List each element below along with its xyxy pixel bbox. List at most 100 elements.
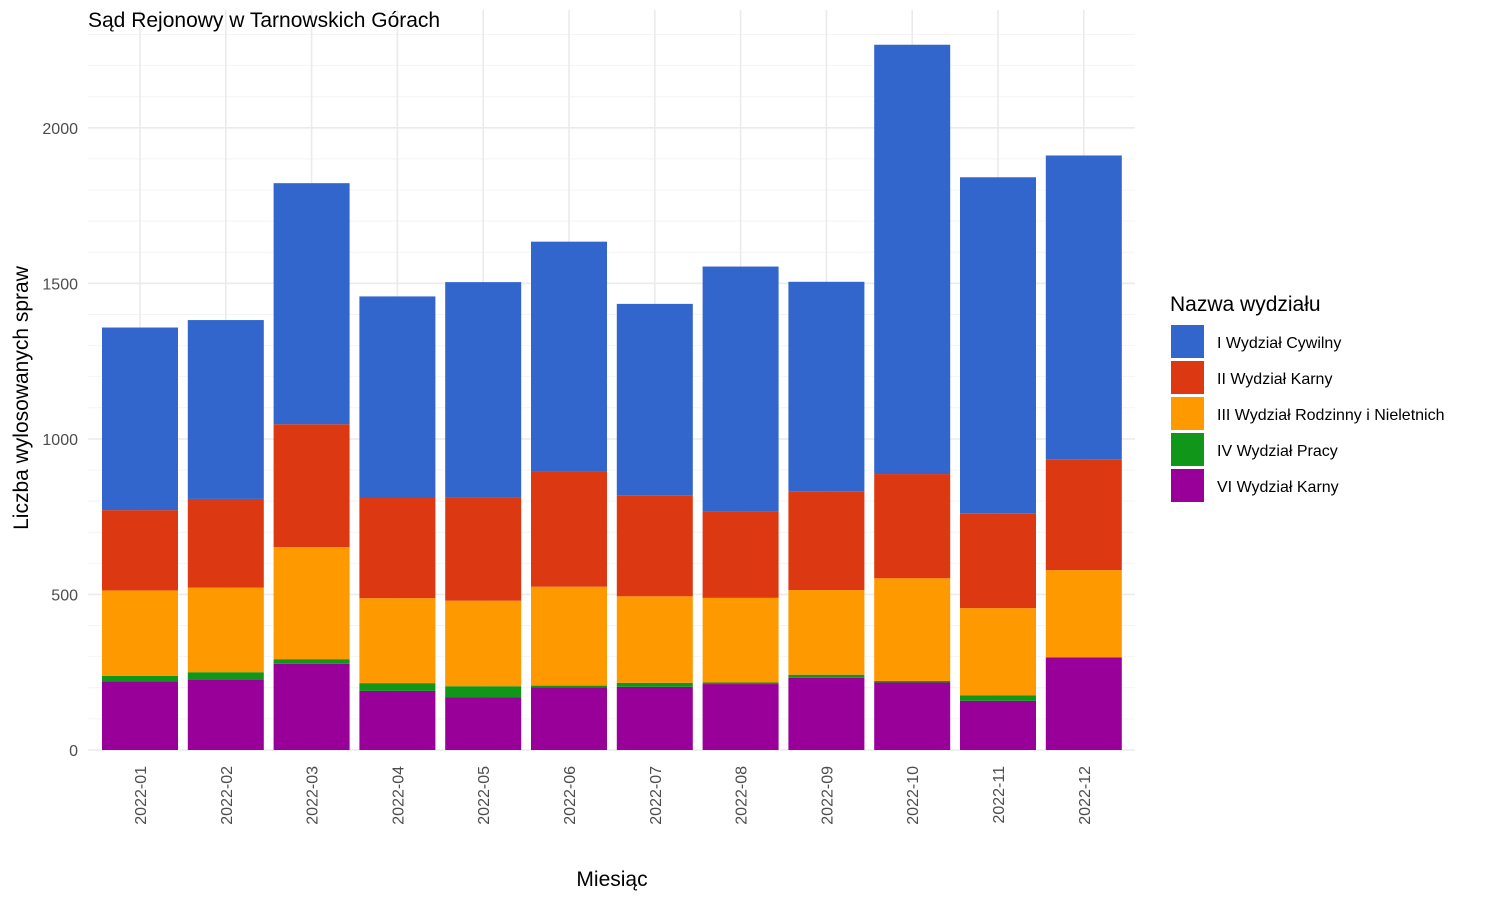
legend-swatch (1171, 433, 1204, 466)
bar-segment: I Wydział Cywilny — 2022-09: 673 (788, 281, 865, 492)
legend-swatch (1171, 397, 1204, 430)
x-tick-label: 2022-05 (476, 766, 493, 825)
x-tick-label: 2022-11 (991, 766, 1008, 824)
bar-stack-2022-07: VI Wydział Karny — 2022-07: 203IV Wydzia… (616, 303, 693, 750)
bar-segment: II Wydział Karny — 2022-11: 305 (960, 513, 1036, 609)
x-tick-label: 2022-09 (819, 766, 836, 825)
bar-segment: IV Wydział Pracy — 2022-02: 25 (187, 672, 264, 681)
x-tick-label: 2022-10 (905, 766, 922, 825)
x-tick-label: 2022-02 (219, 766, 236, 825)
legend-swatch (1171, 361, 1204, 394)
legend-label: IV Wydział Pracy (1217, 443, 1338, 460)
y-axis-title: Liczba wylosowanych spraw (10, 265, 33, 530)
bar-segment: I Wydział Cywilny — 2022-03: 775 (273, 183, 350, 425)
axes: 0 500 1000 1500 2000 2022-01 2022-02 2022-03 202… (42, 121, 1093, 825)
y-tick-label: 1500 (42, 276, 78, 293)
bar-segment: II Wydział Karny — 2022-01: 258 (102, 510, 178, 591)
bar-segment: IV Wydział Pracy — 2022-10: 5 (874, 680, 951, 683)
legend-swatch (1171, 469, 1204, 502)
bar-segment: III Wydział Rodzinny i Nieletnich — 2022… (788, 590, 865, 675)
bar-segment: VI Wydział Karny — 2022-08: 212 (702, 684, 779, 750)
chart-title: Sąd Rejonowy w Tarnowskich Górach (88, 9, 440, 32)
bar-segment: II Wydział Karny — 2022-12: 355 (1045, 459, 1122, 571)
x-tick-label: 2022-03 (305, 766, 322, 825)
bar-segment: VI Wydział Karny — 2022-03: 277 (273, 663, 350, 750)
bar-segment: VI Wydział Karny — 2022-04: 190 (359, 690, 436, 750)
bar-segment: II Wydział Karny — 2022-09: 318 (788, 491, 865, 591)
bar-stack-2022-11: VI Wydział Karny — 2022-11: 158IV Wydzia… (960, 177, 1036, 750)
bar-segment: I Wydział Cywilny — 2022-01: 587 (102, 327, 178, 511)
bar-segment: I Wydział Cywilny — 2022-02: 575 (187, 320, 264, 499)
bar-segment: III Wydział Rodzinny i Nieletnich — 2022… (874, 578, 951, 681)
bar-segment: III Wydział Rodzinny i Nieletnich — 2022… (702, 597, 779, 683)
bar-segment: II Wydział Karny — 2022-10: 335 (874, 474, 951, 579)
bar-segment: I Wydział Cywilny — 2022-06: 739 (531, 241, 607, 472)
y-tick-label: 2000 (42, 121, 78, 138)
legend-item: II Wydział Karny (1171, 361, 1332, 394)
bar-stack-2022-08: VI Wydział Karny — 2022-08: 212IV Wydzia… (702, 266, 779, 750)
bar-segment: IV Wydział Pracy — 2022-04: 25 (359, 683, 436, 691)
bar-segment: IV Wydział Pracy — 2022-09: 10 (788, 674, 865, 678)
x-axis-title: Miesiąc (576, 868, 647, 891)
bar-segment: IV Wydział Pracy — 2022-06: 5 (531, 685, 607, 688)
legend-label: I Wydział Cywilny (1217, 335, 1341, 352)
bar-segment: I Wydział Cywilny — 2022-04: 648 (359, 296, 436, 499)
bar-stack-2022-12: VI Wydział Karny — 2022-12: 298III Wydzi… (1045, 155, 1122, 750)
bar-segment: III Wydział Rodzinny i Nieletnich — 2022… (531, 586, 607, 686)
bar-stack-2022-02: VI Wydział Karny — 2022-02: 225IV Wydzia… (187, 320, 264, 750)
bar-segment: VI Wydział Karny — 2022-05: 170 (445, 697, 522, 750)
bar-segment: III Wydział Rodzinny i Nieletnich — 2022… (359, 598, 436, 684)
bar-segment: VI Wydział Karny — 2022-07: 203 (616, 686, 693, 750)
bar-stack-2022-06: VI Wydział Karny — 2022-06: 202IV Wydzia… (531, 241, 607, 750)
bar-segment: III Wydział Rodzinny i Nieletnich — 2022… (445, 600, 522, 687)
bar-segment: IV Wydział Pracy — 2022-11: 18 (960, 695, 1036, 701)
x-tick-label: 2022-07 (648, 766, 665, 825)
legend-label: II Wydział Karny (1217, 371, 1332, 388)
bar-segment: VI Wydział Karny — 2022-02: 225 (187, 680, 264, 750)
bar-segment: IV Wydział Pracy — 2022-07: 13 (616, 682, 693, 687)
bar-segment: III Wydział Rodzinny i Nieletnich — 2022… (273, 547, 350, 660)
legend-swatch (1171, 325, 1204, 358)
bar-segment: III Wydział Rodzinny i Nieletnich — 2022… (616, 596, 693, 683)
legend-item: III Wydział Rodzinny i Nieletnich (1171, 397, 1445, 430)
bar-segment: I Wydział Cywilny — 2022-10: 1380 (874, 44, 951, 475)
x-tick-label: 2022-04 (390, 766, 407, 825)
bar-segment: III Wydział Rodzinny i Nieletnich — 2022… (1045, 570, 1122, 658)
bar-stack-2022-01: VI Wydział Karny — 2022-01: 220IV Wydzia… (102, 327, 178, 750)
x-tick-label: 2022-12 (1077, 766, 1094, 825)
y-tick-label: 0 (69, 743, 78, 760)
bar-segment: IV Wydział Pracy — 2022-03: 15 (273, 659, 350, 664)
x-tick-label: 2022-08 (734, 766, 751, 825)
bar-segment: IV Wydział Pracy — 2022-01: 18 (102, 675, 178, 682)
bar-segment: III Wydział Rodzinny i Nieletnich — 2022… (102, 590, 178, 676)
y-tick-label: 500 (51, 587, 78, 604)
bar-segment: II Wydział Karny — 2022-05: 333 (445, 497, 522, 601)
bar-segment: II Wydział Karny — 2022-07: 325 (616, 495, 693, 597)
legend: Nazwa wydziału I Wydział Cywilny II Wydzi… (1170, 293, 1445, 502)
legend-title: Nazwa wydziału (1170, 293, 1321, 316)
bar-segment: I Wydział Cywilny — 2022-11: 1080 (960, 177, 1036, 514)
bar-segment: II Wydział Karny — 2022-08: 278 (702, 511, 779, 598)
bar-segment: III Wydział Rodzinny i Nieletnich — 2022… (960, 608, 1036, 696)
bar-segment: VI Wydział Karny — 2022-01: 220 (102, 681, 178, 750)
y-tick-label: 1000 (42, 432, 78, 449)
bar-segment: VI Wydział Karny — 2022-11: 158 (960, 700, 1036, 750)
bar-stack-2022-05: VI Wydział Karny — 2022-05: 170IV Wydzia… (445, 282, 522, 750)
bar-segment: I Wydział Cywilny — 2022-07: 615 (616, 303, 693, 496)
bar-segment: I Wydział Cywilny — 2022-12: 978 (1045, 155, 1122, 460)
legend-label: III Wydział Rodzinny i Nieletnich (1217, 407, 1445, 424)
bar-segment: VI Wydział Karny — 2022-06: 202 (531, 687, 607, 750)
bar-segment: II Wydział Karny — 2022-02: 285 (187, 498, 264, 588)
bar-stack-2022-09: VI Wydział Karny — 2022-09: 232IV Wydzia… (788, 281, 865, 750)
bar-stack-2022-10: VI Wydział Karny — 2022-10: 217IV Wydzia… (874, 44, 951, 750)
legend-label: VI Wydział Karny (1217, 479, 1339, 496)
bar-segment: II Wydział Karny — 2022-06: 370 (531, 471, 607, 587)
legend-item: VI Wydział Karny (1171, 469, 1339, 502)
bar-segment: I Wydział Cywilny — 2022-05: 691 (445, 282, 522, 498)
bar-segment: II Wydział Karny — 2022-04: 322 (359, 498, 436, 599)
bar-segment: VI Wydział Karny — 2022-09: 232 (788, 677, 865, 750)
bar-segment: I Wydział Cywilny — 2022-08: 787 (702, 266, 779, 512)
x-tick-label: 2022-01 (133, 766, 150, 825)
